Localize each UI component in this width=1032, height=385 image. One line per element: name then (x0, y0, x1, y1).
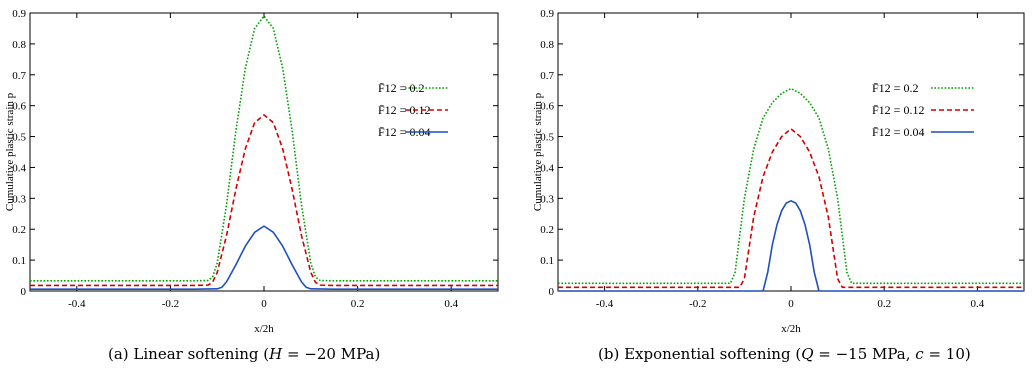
chart-panel-a: 0 0.1 0.2 0.3 0.4 0.5 0.6 0.7 0.8 0.9 -0.4 -0.2 0 0.2… (4, 8, 499, 335)
x-tick-label: -0.4 (68, 298, 86, 310)
series-line-2 (30, 225, 498, 290)
legend-label-1: F̄12 = 0.12 (872, 103, 924, 117)
y-tick-label: 0.8 (12, 39, 26, 51)
y-tick-label: 0.1 (540, 255, 554, 267)
legend-label-0: F̄12 = 0.2 (378, 81, 424, 95)
y-axis-label: Cumulative plastic strain p (532, 92, 544, 211)
y-tick-label: 0.2 (12, 224, 26, 236)
plot-frame (29, 12, 499, 292)
series-line-0 (30, 15, 498, 282)
x-tick-label: 0.4 (971, 298, 985, 310)
legend-label-2: F̄12 = 0.04 (872, 125, 924, 139)
legend-label-1: F̄12 = 0.12 (378, 103, 430, 117)
series-line-0 (558, 87, 1024, 285)
y-tick-label: 0 (21, 286, 27, 298)
y-tick-label: 0.9 (12, 8, 26, 20)
y-tick-label: 0.4 (12, 162, 26, 174)
caption-a-prefix: (a) Linear softening ( (108, 345, 270, 363)
series-line-1 (558, 128, 1024, 289)
caption-a-var: H (269, 345, 283, 363)
caption-b-prefix: (b) Exponential softening ( (598, 345, 802, 363)
x-tick-label: 0 (788, 298, 794, 310)
x-tick-label: 0 (261, 298, 267, 310)
y-tick-label: 0 (549, 286, 555, 298)
x-tick-label: -0.2 (162, 298, 179, 310)
legend-label-2: F̄12 = 0.04 (378, 125, 430, 139)
x-tick-label: 0.2 (877, 298, 891, 310)
caption-b-rest2: = 10) (923, 345, 971, 363)
y-tick-label: 0.5 (12, 132, 26, 144)
caption-b-var2: c (915, 345, 924, 363)
y-tick-label: 0.1 (12, 255, 26, 267)
caption-b-rest: = −15 MPa, (813, 345, 916, 363)
y-tick-label: 0.2 (540, 224, 554, 236)
y-tick-label: 0.3 (540, 193, 554, 205)
y-tick-label: 0.6 (12, 101, 26, 113)
y-tick-label: 0.3 (12, 193, 26, 205)
x-tick-label: -0.4 (596, 298, 614, 310)
x-tick-label: 0.4 (444, 298, 458, 310)
plot-frame (557, 12, 1025, 292)
y-tick-label: 0.7 (12, 70, 26, 82)
caption-a-rest: = −20 MPa) (282, 345, 381, 363)
legend-label-0: F̄12 = 0.2 (872, 81, 918, 95)
y-tick-label: 0.9 (540, 8, 554, 20)
chart-panel-b: 0 0.1 0.2 0.3 0.4 0.5 0.6 0.7 0.8 0.9 -0.4 -0.2 0 0.2… (532, 8, 1025, 335)
caption-b-var: Q (801, 345, 814, 363)
x-tick-label: 0.2 (351, 298, 365, 310)
x-axis-label: x/2h (254, 323, 274, 335)
x-axis-label: x/2h (781, 323, 801, 335)
series-line-2 (558, 200, 1024, 292)
y-tick-label: 0.8 (540, 39, 554, 51)
x-tick-label: -0.2 (689, 298, 706, 310)
y-tick-label: 0.6 (540, 101, 554, 113)
figure-canvas: 0 0.1 0.2 0.3 0.4 0.5 0.6 0.7 0.8 0.9 -0.4 -0.2 0 0.2… (4, 8, 1025, 335)
caption-b: (b) Exponential softening (Q = −15 MPa, … (598, 345, 971, 363)
y-tick-label: 0.4 (540, 162, 554, 174)
caption-a: (a) Linear softening (H = −20 MPa) (108, 345, 380, 363)
y-tick-label: 0.7 (540, 70, 554, 82)
series-line-1 (30, 114, 498, 287)
y-axis-label: Cumulative plastic strain p (4, 92, 16, 211)
y-tick-label: 0.5 (540, 132, 554, 144)
